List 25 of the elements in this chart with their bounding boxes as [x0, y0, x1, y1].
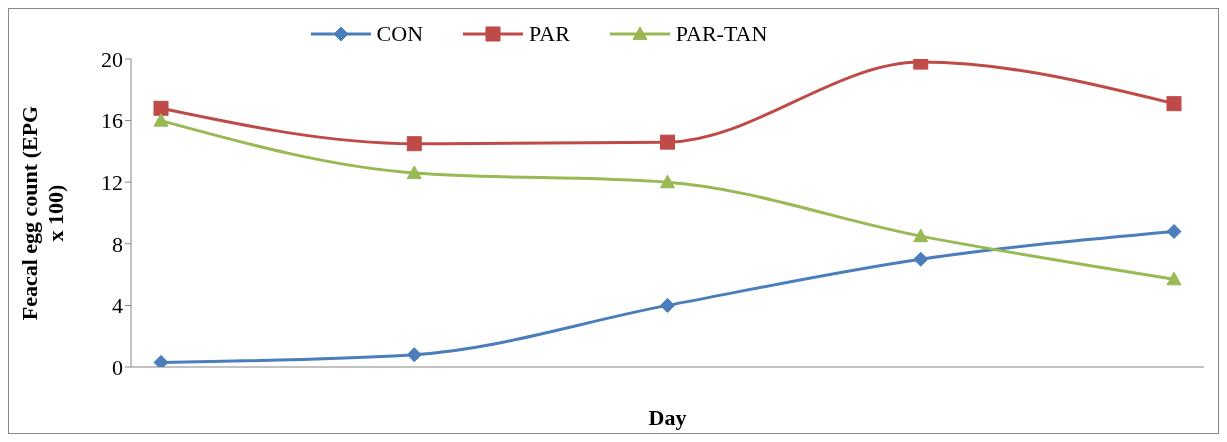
point	[1166, 96, 1182, 112]
legend-label: PAR-TAN	[675, 21, 768, 47]
y-tick-label: 12	[101, 170, 123, 196]
point	[153, 113, 169, 127]
y-axis-title: Feacal egg count (EPG x 100)	[17, 105, 68, 321]
point	[913, 228, 929, 243]
point	[1166, 271, 1182, 286]
x-axis-title: Day	[648, 405, 687, 430]
point	[153, 100, 169, 116]
y-tick-label: 20	[101, 46, 123, 72]
legend-label: PAR	[529, 21, 570, 47]
point	[406, 136, 422, 152]
y-tick-label: 0	[112, 354, 123, 380]
y-tick-label: 16	[101, 108, 123, 134]
point	[1166, 223, 1182, 239]
point	[660, 297, 675, 313]
point	[406, 165, 422, 180]
point	[406, 347, 422, 363]
point	[660, 134, 675, 150]
point	[660, 174, 675, 189]
point	[913, 251, 929, 267]
y-tick-label: 4	[112, 293, 123, 319]
y-tick-label: 8	[112, 231, 123, 257]
legend-label: CON	[376, 21, 424, 47]
point	[153, 354, 169, 367]
